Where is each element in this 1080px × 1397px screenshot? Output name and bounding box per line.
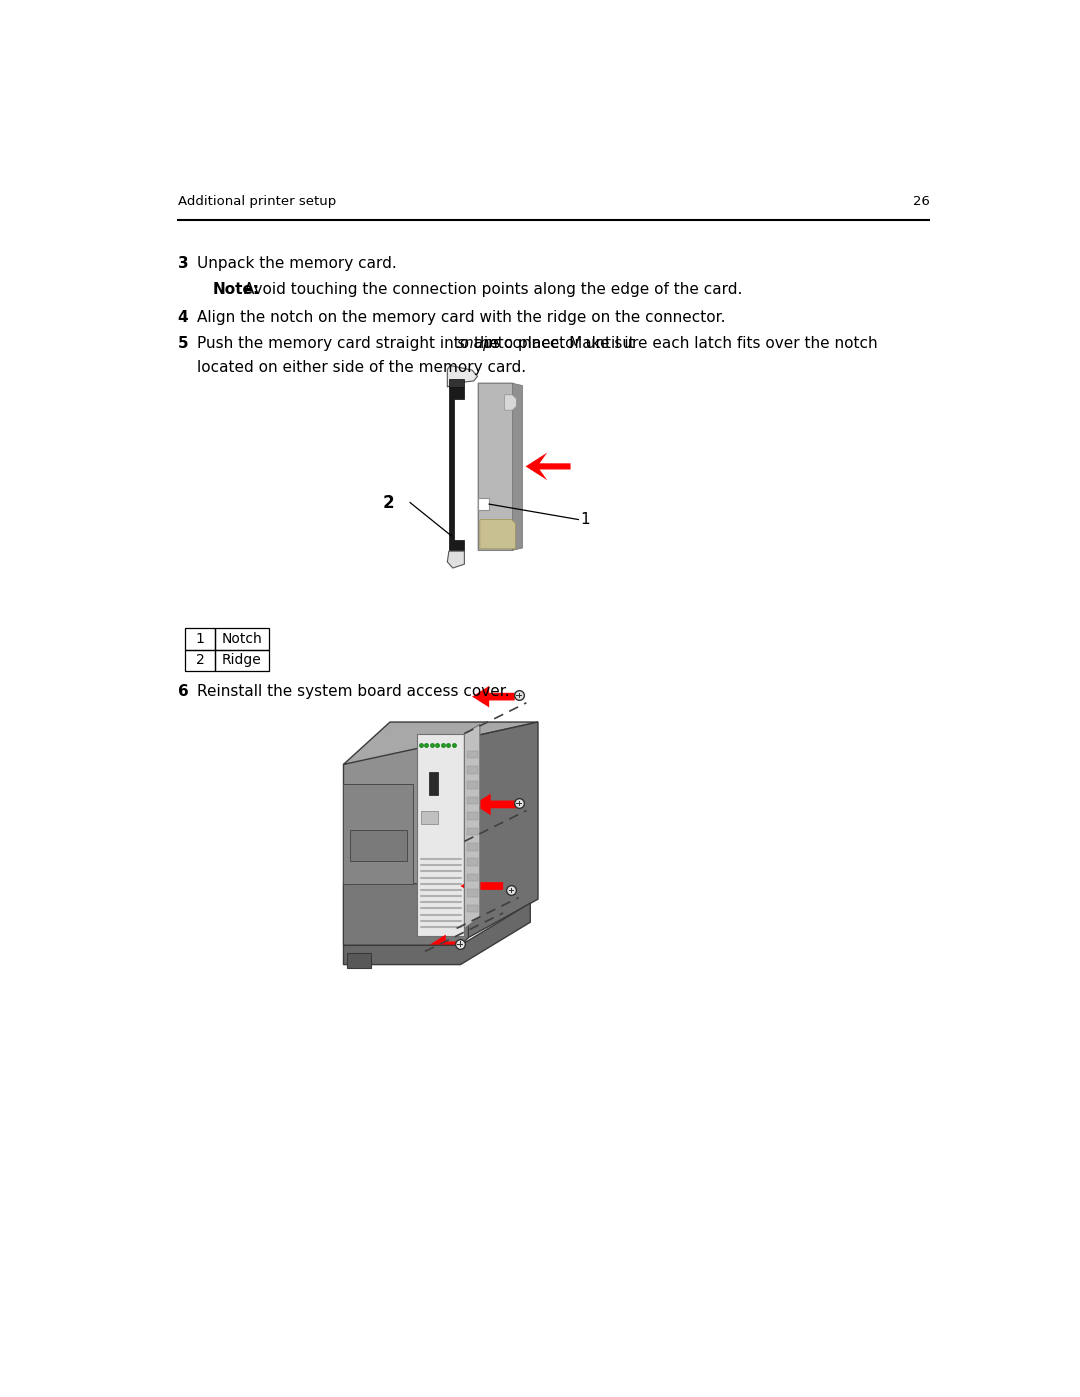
Text: Unpack the memory card.: Unpack the memory card. [197, 256, 396, 271]
Bar [467, 904, 477, 912]
Text: snaps: snaps [457, 335, 501, 351]
Bar [350, 830, 407, 861]
Text: Ridge: Ridge [222, 654, 261, 668]
Text: 26: 26 [913, 194, 930, 208]
Text: Push the memory card straight into the connector until it: Push the memory card straight into the c… [197, 335, 639, 351]
Text: Avoid touching the connection points along the edge of the card.: Avoid touching the connection points alo… [243, 282, 742, 296]
Text: 5: 5 [177, 335, 188, 351]
Polygon shape [447, 550, 464, 569]
Polygon shape [472, 686, 515, 707]
Polygon shape [343, 722, 538, 764]
Text: Notch: Notch [221, 631, 262, 645]
Polygon shape [512, 383, 523, 550]
Text: 2: 2 [195, 654, 204, 668]
Bar [467, 781, 477, 789]
Polygon shape [343, 902, 530, 964]
Polygon shape [449, 380, 464, 387]
Polygon shape [429, 935, 475, 956]
Polygon shape [504, 395, 516, 411]
Polygon shape [343, 729, 469, 946]
Text: 1: 1 [195, 631, 204, 645]
Bar [467, 842, 477, 851]
Bar [186, 629, 215, 650]
Bar [467, 888, 477, 897]
Text: 3: 3 [177, 256, 188, 271]
Polygon shape [343, 784, 414, 884]
Polygon shape [478, 383, 516, 550]
Polygon shape [469, 722, 538, 937]
Bar [215, 650, 269, 671]
Text: Align the notch on the memory card with the ridge on the connector.: Align the notch on the memory card with … [197, 310, 726, 326]
Text: Additional printer setup: Additional printer setup [177, 194, 336, 208]
Bar [467, 873, 477, 882]
Text: 6: 6 [177, 683, 188, 698]
Bar [467, 796, 477, 805]
Text: into place. Make sure each latch fits over the notch: into place. Make sure each latch fits ov… [480, 335, 878, 351]
Polygon shape [474, 793, 516, 816]
Polygon shape [417, 733, 464, 936]
Bar [186, 650, 215, 671]
Polygon shape [460, 876, 503, 897]
Bar [467, 858, 477, 866]
Bar [421, 810, 438, 824]
Text: 4: 4 [177, 310, 188, 326]
Bar [467, 827, 477, 835]
Polygon shape [480, 520, 515, 549]
Bar [467, 750, 477, 759]
Text: 2: 2 [383, 493, 394, 511]
Bar [215, 629, 269, 650]
Bar [467, 812, 477, 820]
Polygon shape [447, 366, 477, 387]
Polygon shape [526, 453, 570, 481]
Text: Note:: Note: [213, 282, 259, 296]
Text: located on either side of the memory card.: located on either side of the memory car… [197, 360, 526, 376]
Bar [467, 766, 477, 774]
Polygon shape [464, 725, 480, 929]
Polygon shape [343, 884, 469, 946]
Polygon shape [348, 953, 370, 968]
Text: 1: 1 [581, 513, 591, 527]
Polygon shape [478, 497, 489, 510]
Bar [429, 773, 438, 795]
Text: Reinstall the system board access cover.: Reinstall the system board access cover. [197, 683, 510, 698]
Polygon shape [449, 387, 464, 550]
